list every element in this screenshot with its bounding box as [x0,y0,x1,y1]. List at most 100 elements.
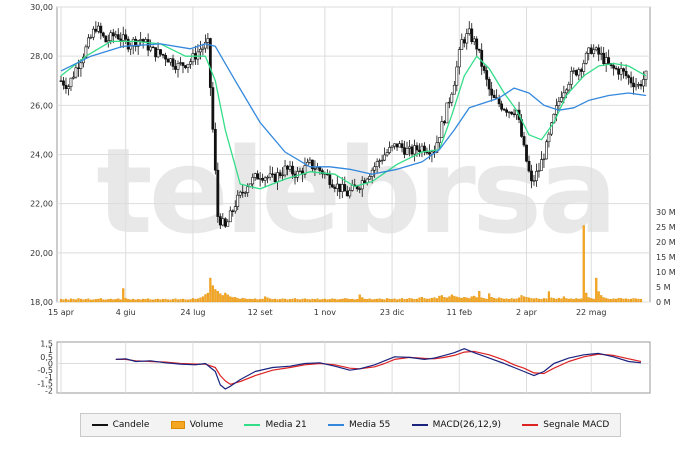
volume-bar [637,298,640,303]
volume-bar [306,299,309,303]
volume-bar [112,299,115,303]
macd-tick-label: 0 [48,359,53,368]
candle-body [592,49,596,54]
candle-body [358,188,362,190]
candle-body [632,82,635,88]
candle-body [199,48,202,53]
candle-body [482,66,486,71]
price-tick-label: 18,00 [30,298,53,307]
candle-body [545,141,548,160]
candle-body [313,168,317,170]
candle-body [281,174,284,177]
volume-bar [450,294,453,303]
volume-bar [639,299,643,303]
candle-body [141,39,145,43]
volume-bar [159,299,162,303]
volume-bar [515,298,518,303]
candle-body [395,143,399,148]
volume-bar [530,298,533,303]
volume-tick-label: 25 M [656,223,676,232]
volume-bar [565,298,568,303]
ma21-line [60,40,647,190]
candle-body [231,210,235,212]
candle-body [101,32,105,37]
candle-body [236,194,240,207]
candle-body [440,121,444,138]
volume-bar [216,291,219,303]
volume-bar [323,298,326,303]
candle-body [428,152,431,155]
legend-label: Media 55 [349,420,391,430]
volume-bar [388,298,391,303]
candle-body [283,165,287,176]
candle-body [502,108,506,111]
candle-body [348,190,352,197]
candle-body [201,47,205,50]
volume-bar [179,299,182,303]
candle-body [475,38,479,50]
candle-body [574,70,578,76]
candle-body [206,38,210,43]
macd-tick-label: -0,5 [37,366,53,375]
candle-body [537,170,541,172]
volume-bar [72,299,75,303]
volume-bar [545,298,548,303]
volume-bar [236,298,239,303]
candle-body [266,176,270,179]
volume-bar [338,299,341,303]
volume-bar [139,299,142,303]
macd-tick-label: 0,5 [40,353,53,362]
x-tick-label: 15 apr [48,308,75,317]
volume-bar [67,299,70,303]
volume-bar [226,294,229,303]
volume-bar [493,297,496,303]
ma55-line [60,43,647,175]
volume-bar [281,298,284,303]
volume-bar [555,298,558,303]
volume-bar [259,299,262,303]
candle-body [525,144,528,162]
candle-body [599,52,603,55]
candle-body [174,66,177,70]
candle-body [597,47,601,55]
candle-body [223,218,227,227]
volume-bar [600,295,603,303]
candle-body [604,57,608,64]
volume-bar [587,297,590,303]
macd-panel [56,341,651,394]
volume-bar [109,298,112,303]
candle-body [218,216,222,226]
volume-bar [458,297,461,303]
volume-bar [465,297,468,303]
volume-bar [363,298,366,303]
legend-label: Media 21 [265,420,307,430]
volume-bar [590,298,593,303]
volume-bar [368,298,371,303]
volume-bar [251,299,254,303]
volume-tick-label: 0 M [656,298,671,307]
volume-bar [490,297,493,303]
candle-body [363,180,367,183]
candle-body [455,66,459,86]
candle-body [505,109,508,113]
candle-body [617,68,621,75]
candle-body [291,165,294,175]
volume-bar [371,299,374,303]
candle-body [72,76,75,79]
volume-bar [483,298,486,303]
candle-body [263,177,267,181]
volume-bar [201,296,204,303]
candle-body [410,146,414,155]
volume-tick-label: 20 M [656,238,676,247]
volume-bar [239,298,242,303]
volume-bar [246,299,249,303]
legend-item: Segnale MACD [522,420,609,430]
volume-tick-label: 30 M [656,208,676,217]
volume-bar [293,298,297,303]
volume-bar [560,298,563,303]
candle-body [572,70,576,72]
volume-bar [527,297,531,303]
volume-bar [276,299,279,303]
candle-body [569,71,573,85]
candle-body [637,84,640,86]
